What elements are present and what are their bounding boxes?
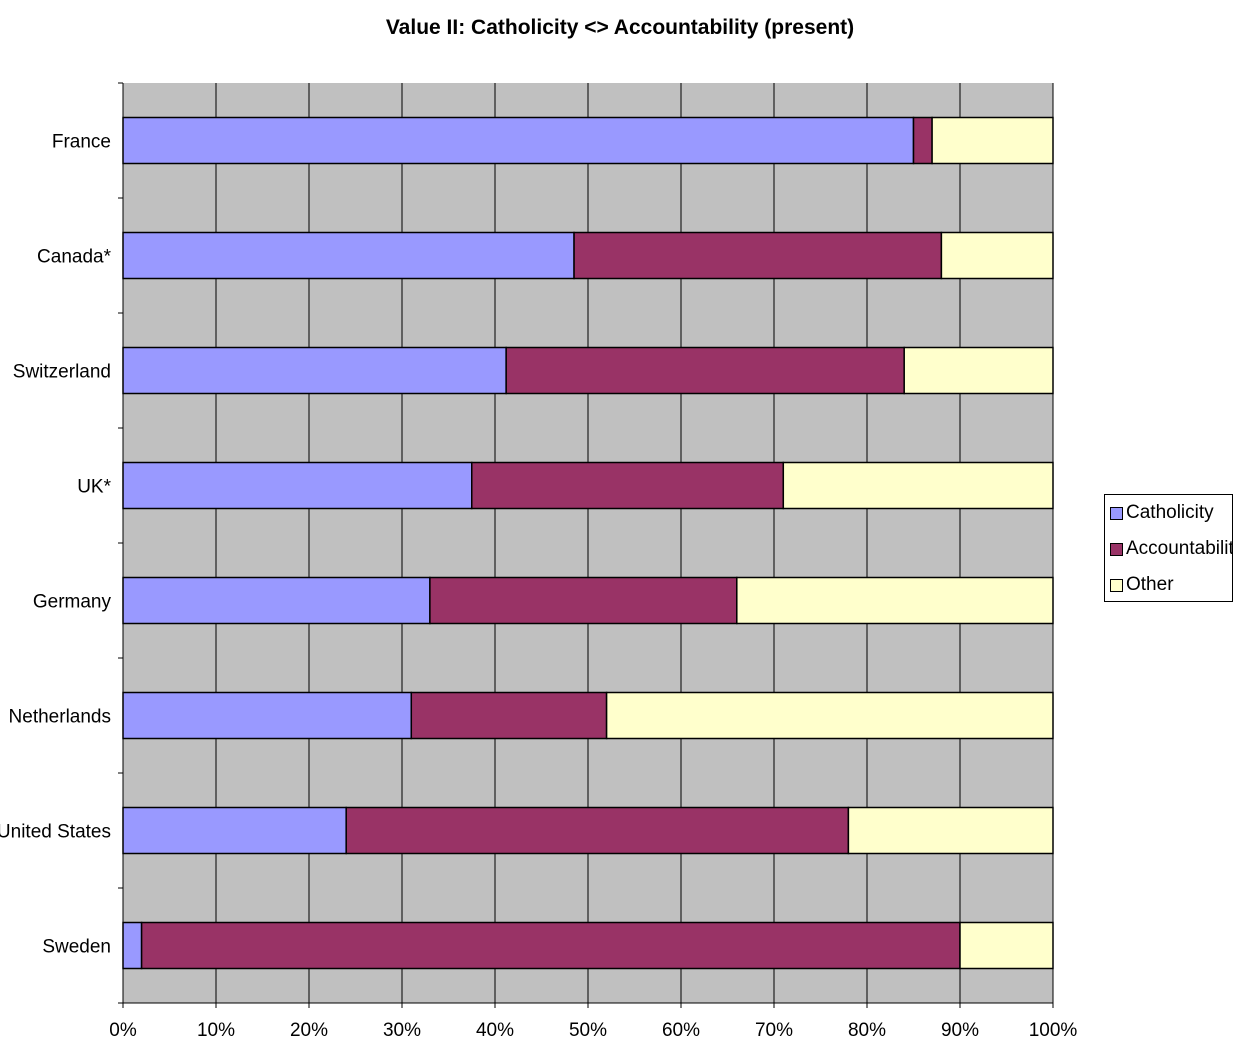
bar-other-france [931,116,1054,165]
category-label: United States [0,822,111,843]
bar-accountability-germany [429,576,738,625]
bar-other-netherlands [605,691,1054,740]
bar-accountability-france [912,116,933,165]
bar-catholicity-uk [122,461,473,510]
x-tick-label: 70% [755,1020,793,1041]
x-tick-label: 80% [848,1020,886,1041]
bar-other-switzerland [903,346,1054,395]
bar-catholicity-sweden [122,921,143,970]
bar-accountability-canada [573,231,943,280]
x-tick-label: 20% [290,1020,328,1041]
category-label: Switzerland [13,362,111,383]
bar-catholicity-united-states [122,806,347,855]
bar-accountability-uk [471,461,785,510]
bar-catholicity-canada [122,231,575,280]
bar-catholicity-germany [122,576,431,625]
legend-item-catholicity: Catholicity [1105,495,1232,531]
legend-swatch [1110,578,1123,592]
legend-label: Catholicity [1126,502,1214,523]
legend-swatch [1110,542,1123,556]
category-label: Germany [33,592,112,613]
bar-catholicity-netherlands [122,691,413,740]
category-label: Sweden [42,937,111,958]
bar-other-uk [782,461,1054,510]
category-label: UK* [77,477,111,498]
legend-label: Other [1126,574,1174,595]
legend-item-other: Other [1105,567,1232,603]
category-label: Netherlands [9,707,111,728]
x-tick-label: 30% [383,1020,421,1041]
bar-accountability-switzerland [505,346,905,395]
bars [122,116,1054,970]
bar-accountability-netherlands [410,691,608,740]
legend-swatch [1110,506,1123,520]
x-tick-label: 10% [197,1020,235,1041]
axes [118,82,1054,1008]
bar-other-united-states [847,806,1054,855]
x-tick-label: 50% [569,1020,607,1041]
legend: Catholicity Accountability Other [1104,494,1233,602]
bar-other-canada [940,231,1054,280]
x-tick-label: 0% [109,1020,137,1041]
bar-catholicity-france [122,116,915,165]
legend-label: Accountability [1126,538,1233,559]
bar-other-germany [736,576,1054,625]
bar-catholicity-switzerland [122,346,507,395]
x-tick-label: 60% [662,1020,700,1041]
bar-accountability-sweden [140,921,961,970]
category-label: Canada* [37,247,112,268]
x-tick-label: 40% [476,1020,514,1041]
bar-accountability-united-states [345,806,850,855]
chart-title: Value II: Catholicity <> Accountability … [386,16,854,39]
category-label: France [52,132,111,153]
legend-item-accountability: Accountability [1105,531,1233,567]
x-tick-label: 90% [941,1020,979,1041]
bar-other-sweden [959,921,1054,970]
tick-labels: France Canada* Switzerland UK* Germany Nether… [0,132,1077,1042]
x-tick-label: 100% [1029,1020,1078,1041]
